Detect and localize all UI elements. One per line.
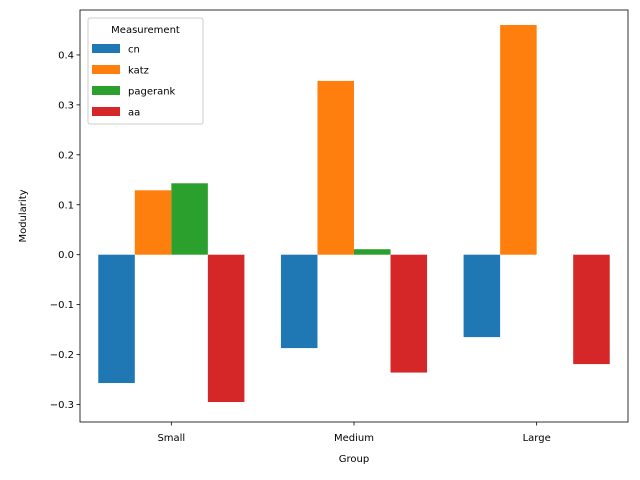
legend-items: cn katz pagerank aa	[92, 44, 176, 119]
bar-pagerank-small	[171, 183, 208, 255]
bar-aa-medium	[390, 254, 428, 373]
y-tick-label: 0.4	[58, 50, 74, 61]
legend-swatch-pagerank	[92, 86, 120, 95]
y-tick-label: 0.1	[58, 200, 74, 211]
legend-label-cn: cn	[128, 45, 140, 56]
y-tick-label: 0.3	[58, 100, 74, 111]
bar-katz-small	[134, 190, 172, 255]
legend-swatch-aa	[92, 107, 120, 116]
bar-aa-small	[207, 254, 245, 403]
bar-cn-small	[98, 254, 135, 384]
x-tick-label: Large	[523, 433, 551, 444]
x-axis-label: Group	[339, 454, 369, 465]
legend-label-katz: katz	[128, 66, 149, 77]
y-axis-label: Modularity	[18, 189, 29, 242]
y-tick-label: −0.1	[50, 300, 74, 311]
bar-cn-large	[463, 254, 501, 338]
x-axis: Small Medium Large	[157, 422, 551, 444]
bar-katz-medium	[317, 80, 354, 255]
bars-group	[98, 24, 610, 403]
legend-swatch-cn	[92, 44, 120, 53]
y-tick-label: −0.2	[50, 350, 74, 361]
bar-cn-medium	[280, 254, 318, 349]
x-tick-label: Small	[157, 433, 185, 444]
plot-frame	[79, 9, 629, 423]
y-axis: −0.3 −0.2 −0.1 0.0 0.1 0.2 0.3 0.4	[50, 50, 80, 411]
x-tick-label: Medium	[334, 433, 374, 444]
bar-aa-large	[573, 254, 610, 365]
legend: Measurement cn katz pagerank aa	[87, 17, 204, 125]
legend-label-pagerank: pagerank	[128, 87, 176, 98]
bar-pagerank-medium	[354, 249, 391, 255]
bar-katz-large	[500, 24, 537, 255]
legend-swatch-katz	[92, 65, 120, 74]
y-tick-label: 0.0	[58, 250, 74, 261]
legend-title: Measurement	[111, 25, 180, 36]
legend-label-aa: aa	[128, 108, 140, 119]
y-tick-label: 0.2	[58, 150, 74, 161]
y-tick-label: −0.3	[50, 400, 74, 411]
